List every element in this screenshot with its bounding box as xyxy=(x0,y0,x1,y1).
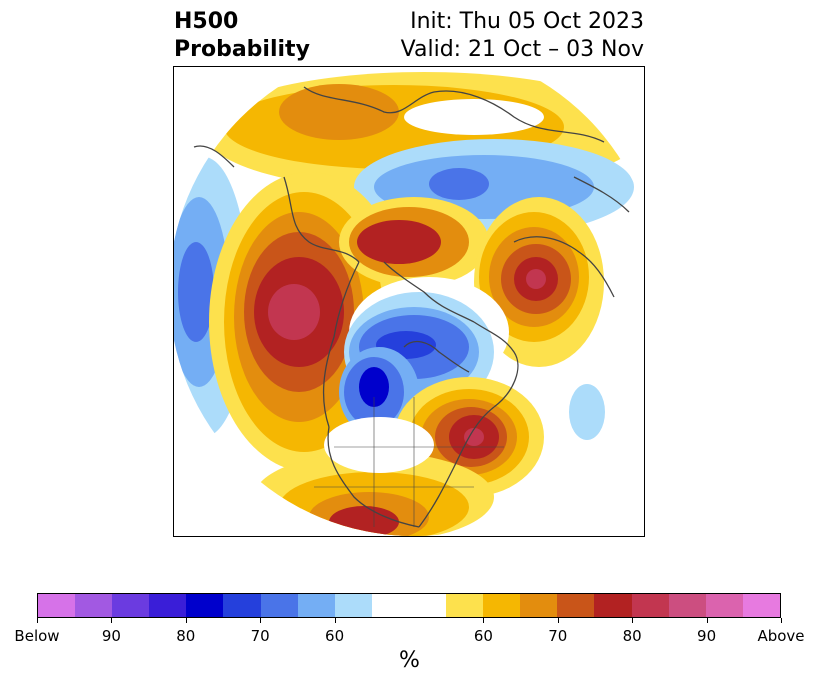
colorbar-segment xyxy=(371,594,409,617)
colorbar-tick-mark xyxy=(557,618,559,623)
colorbar-segment xyxy=(408,594,447,617)
colorbar-segment xyxy=(557,594,595,617)
colorbar-tick-label: 80 xyxy=(176,627,196,645)
colorbar-tick-label: 70 xyxy=(250,627,270,645)
contour-neutral-arctic xyxy=(404,99,544,135)
colorbar-segment xyxy=(186,594,224,617)
colorbar-tick-label: 80 xyxy=(622,627,642,645)
contour-above-80-arctic xyxy=(357,220,441,264)
colorbar-tick-mark xyxy=(37,618,38,623)
colorbar-segment xyxy=(297,594,335,617)
title-left: H500 Probability xyxy=(174,8,310,64)
colorbar-segment xyxy=(594,594,632,617)
contour-neutral-us xyxy=(324,417,434,473)
colorbar-tick-label: Below xyxy=(14,627,60,645)
colorbar-tick-label: 90 xyxy=(697,627,717,645)
colorbar-segment xyxy=(149,594,187,617)
colorbar-unit: % xyxy=(399,648,420,673)
colorbar-segment xyxy=(260,594,298,617)
colorbar-tick-mark xyxy=(111,618,113,623)
colorbar-tick-label: Above xyxy=(757,627,805,645)
colorbar-segment xyxy=(38,594,76,617)
contour-above-85-eastus xyxy=(464,428,484,446)
colorbar-segment xyxy=(668,594,706,617)
colorbar-tick-mark xyxy=(781,618,782,623)
init-date: Init: Thu 05 Oct 2023 xyxy=(410,9,644,34)
probability-map xyxy=(173,66,645,537)
colorbar-tick-label: 60 xyxy=(325,627,345,645)
title-metric: Probability xyxy=(174,37,310,62)
title-right: Init: Thu 05 Oct 2023 Valid: 21 Oct – 03… xyxy=(401,8,644,64)
title-variable: H500 xyxy=(174,9,239,34)
contour-below-80-arctic xyxy=(429,168,489,200)
contour-above-85-east xyxy=(526,269,546,289)
contour-below-60-atlantic xyxy=(569,384,605,440)
colorbar-segment xyxy=(483,594,521,617)
colorbar-tick-mark xyxy=(260,618,262,623)
colorbar-ticks: Below 90 80 70 60 60 70 80 90 Above xyxy=(0,618,819,648)
colorbar-segment xyxy=(446,594,484,617)
colorbar-tick-label: 60 xyxy=(473,627,493,645)
colorbar-segment xyxy=(705,594,743,617)
contour-above-85-west xyxy=(268,284,320,340)
colorbar-segment xyxy=(223,594,261,617)
map-svg xyxy=(174,72,644,536)
contour-below-80-pacific xyxy=(178,242,214,342)
contour-below-95-west-canada xyxy=(359,367,389,407)
colorbar xyxy=(37,593,781,618)
colorbar-tick-mark xyxy=(334,618,336,623)
colorbar-segment xyxy=(75,594,113,617)
colorbar-segment xyxy=(631,594,669,617)
contour-field xyxy=(174,72,644,536)
colorbar-tick-mark xyxy=(483,618,485,623)
colorbar-tick-label: 70 xyxy=(548,627,568,645)
colorbar-tick-mark xyxy=(706,618,708,623)
colorbar-tick-mark xyxy=(632,618,634,623)
colorbar-segment xyxy=(742,594,780,617)
colorbar-segment xyxy=(334,594,372,617)
coastlines xyxy=(193,86,630,528)
contour-above-70-europe xyxy=(279,84,399,140)
colorbar-tick-label: 90 xyxy=(101,627,121,645)
valid-range: Valid: 21 Oct – 03 Nov xyxy=(400,37,644,62)
colorbar-segment xyxy=(520,594,558,617)
colorbar-tick-mark xyxy=(185,618,187,623)
colorbar-segment xyxy=(112,594,150,617)
